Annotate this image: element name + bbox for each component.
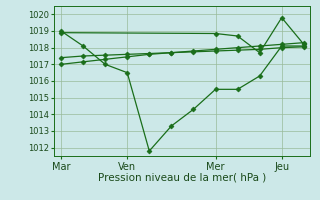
X-axis label: Pression niveau de la mer( hPa ): Pression niveau de la mer( hPa ) [98, 173, 267, 183]
